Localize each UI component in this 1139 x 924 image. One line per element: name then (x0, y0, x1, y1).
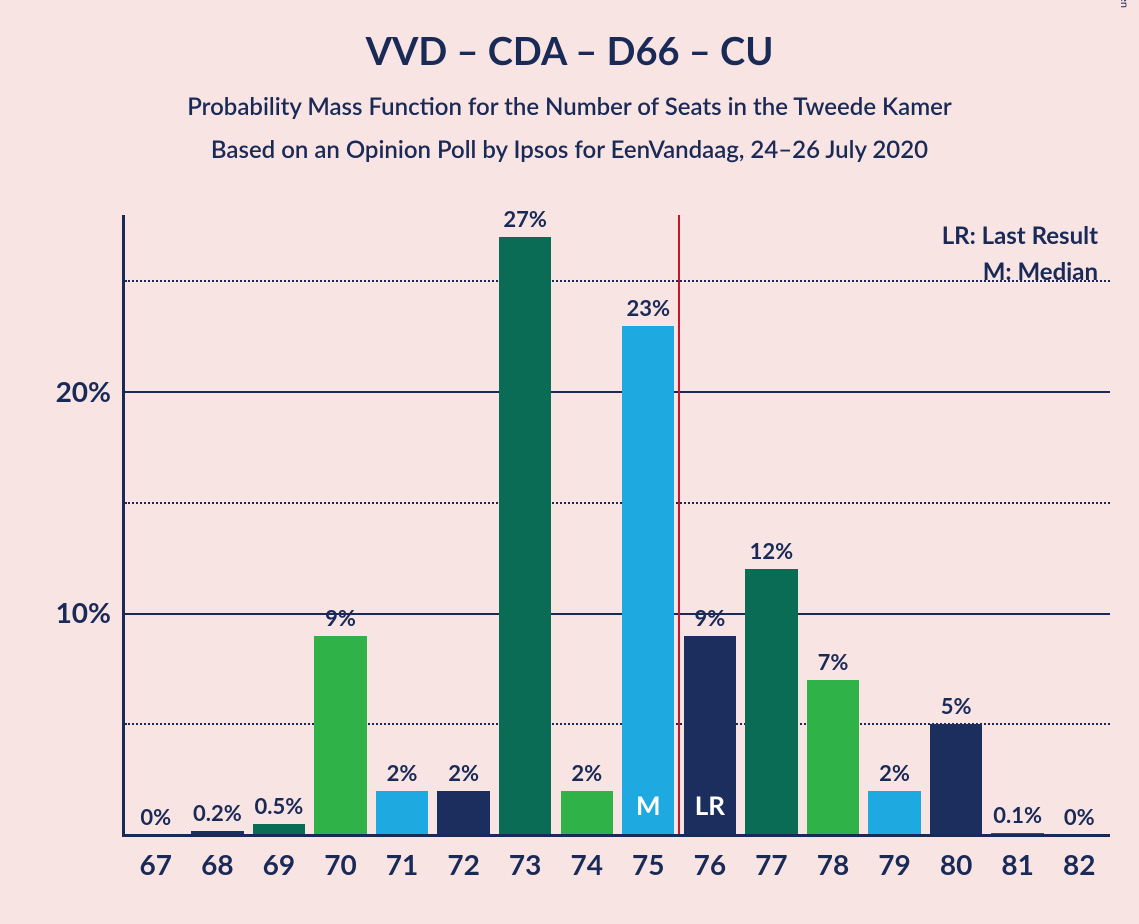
copyright-label: © 2020 Filip van Laenen (1118, 0, 1131, 8)
x-tick-label: 77 (741, 847, 803, 881)
bar-value-label: 9% (310, 604, 372, 631)
x-tick-label: 68 (187, 847, 249, 881)
bar: M (622, 326, 674, 835)
grid-minor (125, 502, 1110, 504)
bar: LR (684, 636, 736, 835)
bar (376, 791, 428, 835)
x-tick-label: 80 (925, 847, 987, 881)
y-axis (122, 215, 125, 837)
grid-major (125, 613, 1110, 615)
bar (745, 569, 797, 835)
x-tick-label: 75 (618, 847, 680, 881)
bar-inner-label: M (622, 789, 674, 821)
legend-lr: LR: Last Result (942, 221, 1098, 250)
x-tick-label: 73 (494, 847, 556, 881)
x-tick-label: 79 (864, 847, 926, 881)
bar-value-label: 0% (125, 803, 187, 830)
chart-subtitle-1: Probability Mass Function for the Number… (0, 92, 1139, 121)
bar (437, 791, 489, 835)
x-tick-label: 71 (371, 847, 433, 881)
bar (499, 237, 551, 835)
x-tick-label: 69 (248, 847, 310, 881)
chart-subtitle-2: Based on an Opinion Poll by Ipsos for Ee… (0, 135, 1139, 164)
x-tick-label: 70 (310, 847, 372, 881)
bar-value-label: 23% (618, 294, 680, 321)
x-tick-label: 74 (556, 847, 618, 881)
x-tick-label: 78 (802, 847, 864, 881)
bar-value-label: 0.2% (187, 799, 249, 826)
bar-value-label: 5% (925, 692, 987, 719)
bar-value-label: 12% (741, 537, 803, 564)
bar-value-label: 2% (864, 759, 926, 786)
grid-minor (125, 280, 1110, 282)
chart-plot-area: 10%20%0%670.2%680.5%699%702%712%7227%732… (125, 215, 1110, 835)
bar (930, 724, 982, 835)
y-tick-label: 10% (56, 595, 111, 629)
bar-inner-label: LR (684, 789, 736, 821)
bar-value-label: 9% (679, 604, 741, 631)
bar (561, 791, 613, 835)
x-tick-label: 72 (433, 847, 495, 881)
bar-value-label: 0.1% (987, 801, 1049, 828)
x-tick-label: 76 (679, 847, 741, 881)
grid-major (125, 391, 1110, 393)
bar-value-label: 2% (433, 759, 495, 786)
x-axis (122, 834, 1110, 837)
bar-value-label: 2% (556, 759, 618, 786)
y-tick-label: 20% (56, 374, 111, 408)
chart-title: VVD – CDA – D66 – CU (0, 0, 1139, 74)
majority-line (678, 215, 680, 835)
bar-value-label: 7% (802, 648, 864, 675)
bar-value-label: 0% (1048, 803, 1110, 830)
x-tick-label: 81 (987, 847, 1049, 881)
x-tick-label: 82 (1048, 847, 1110, 881)
x-tick-label: 67 (125, 847, 187, 881)
bar (807, 680, 859, 835)
bar-value-label: 2% (371, 759, 433, 786)
bar (314, 636, 366, 835)
bar-value-label: 0.5% (248, 792, 310, 819)
legend-m: M: Median (983, 257, 1098, 286)
bar-value-label: 27% (494, 205, 556, 232)
bar (868, 791, 920, 835)
